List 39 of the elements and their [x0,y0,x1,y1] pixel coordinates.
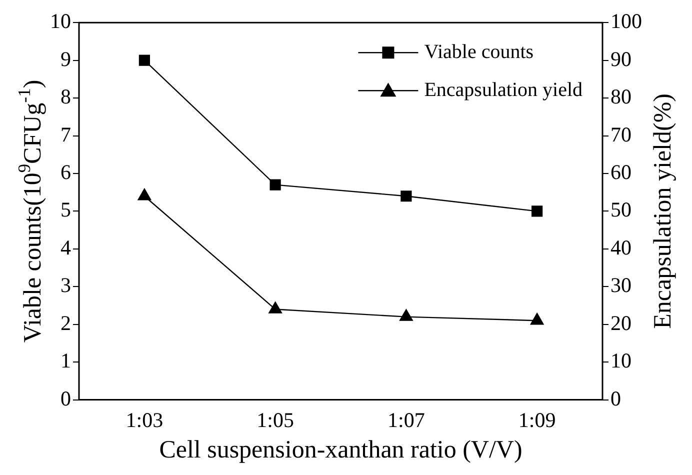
x-axis-title: Cell suspension-xanthan ratio (V/V) [159,436,522,464]
x-tick-label: 1:09 [518,408,556,432]
y2-tick-label: 50 [610,198,632,222]
y-tick-label: 3 [60,273,71,298]
y2-tick-label: 60 [610,160,632,184]
point [138,188,152,200]
y2-tick-label: 100 [610,9,642,34]
point [270,179,281,190]
y2-tick-label: 40 [610,235,632,260]
y-tick-label: 9 [60,46,71,71]
point [400,309,413,321]
x-tick-label: 1:05 [256,408,294,432]
y2-tick-label: 70 [610,122,632,146]
y2-tick-label: 30 [610,273,632,298]
y2-tick-label: 20 [610,310,632,335]
point [268,302,282,314]
y2-tick-label: 0 [610,386,621,410]
y2-tick-label: 10 [610,348,632,373]
legend-label: Encapsulation yield [424,78,583,101]
point [138,54,150,66]
y-tick-label: 0 [60,386,71,410]
y-tick-label: 2 [60,310,71,335]
y2-tick-label: 80 [610,84,632,109]
x-tick-label: 1:07 [388,408,425,432]
y-tick-label: 7 [60,122,71,146]
y-tick-label: 4 [60,235,72,260]
y-tick-label: 8 [60,84,71,109]
point [400,190,412,202]
x-tick-label: 1:03 [126,408,164,432]
y2-axis-title: Encapsulation yield(%) [650,94,677,329]
y-tick-label: 10 [50,9,71,34]
legend-label: Viable counts [424,40,534,63]
y-tick-label: 1 [60,348,71,373]
point [532,206,543,217]
y-tick-label: 6 [60,160,71,184]
point [530,312,544,325]
y2-tick-label: 90 [610,46,632,71]
y-axis-title: Viable counts(109CFUg-1) [14,80,47,343]
y-tick-label: 5 [60,198,71,222]
